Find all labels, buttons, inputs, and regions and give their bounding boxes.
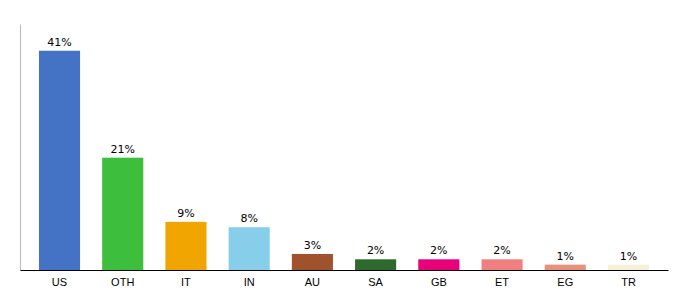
data-label: 8% xyxy=(240,212,257,225)
x-tick: ET xyxy=(495,276,509,288)
data-label: 9% xyxy=(177,207,194,220)
x-tick-label: OTH xyxy=(111,276,134,288)
x-tick-label: GB xyxy=(431,276,447,288)
x-tick: OTH xyxy=(111,276,134,288)
bar xyxy=(418,259,459,270)
x-tick: AU xyxy=(305,276,320,288)
bar xyxy=(545,265,586,270)
x-axis-line xyxy=(21,270,669,271)
x-tick: US xyxy=(52,276,67,288)
data-labels: 41% 21% 9% 8% 3% 2% 2% 2% 1% 1% xyxy=(47,36,637,263)
data-label: 1% xyxy=(557,250,574,263)
x-tick-label: ET xyxy=(495,276,509,288)
x-tick: IN xyxy=(244,276,255,288)
x-axis: US OTH IT IN AU SA GB ET EG TR xyxy=(21,271,669,288)
bar xyxy=(355,259,396,270)
bar xyxy=(102,158,143,270)
chart-svg: US OTH IT IN AU SA GB ET EG TR 41% 21% 9% 8% 3% 2% 2% 2% 1… xyxy=(0,0,680,300)
bars xyxy=(39,51,649,270)
data-label: 1% xyxy=(620,250,637,263)
y-axis xyxy=(20,25,21,271)
x-tick-label: AU xyxy=(305,276,320,288)
bar xyxy=(165,222,206,270)
x-tick-label: SA xyxy=(368,276,383,288)
x-tick: SA xyxy=(368,276,383,288)
data-label: 2% xyxy=(367,244,384,257)
x-tick-label: US xyxy=(52,276,67,288)
data-label: 2% xyxy=(493,244,510,257)
x-tick-label: IN xyxy=(244,276,255,288)
y-axis-line xyxy=(20,25,21,271)
x-tick: TR xyxy=(621,276,636,288)
x-tick-label: EG xyxy=(557,276,573,288)
plot-area: US OTH IT IN AU SA GB ET EG TR 41% 21% 9% 8% 3% 2% 2% 2% 1… xyxy=(21,25,669,288)
data-label: 41% xyxy=(47,36,71,49)
x-tick-label: TR xyxy=(621,276,636,288)
chart-container: US OTH IT IN AU SA GB ET EG TR 41% 21% 9% 8% 3% 2% 2% 2% 1… xyxy=(0,0,680,300)
x-tick: IT xyxy=(181,276,191,288)
x-tick: GB xyxy=(431,276,447,288)
bar xyxy=(608,265,649,270)
bar xyxy=(39,51,80,270)
x-tick: EG xyxy=(557,276,573,288)
bar xyxy=(292,254,333,270)
bar xyxy=(482,259,523,270)
x-tick-label: IT xyxy=(181,276,191,288)
data-label: 2% xyxy=(430,244,447,257)
bar xyxy=(229,227,270,270)
data-label: 21% xyxy=(111,143,135,156)
data-label: 3% xyxy=(304,239,321,252)
